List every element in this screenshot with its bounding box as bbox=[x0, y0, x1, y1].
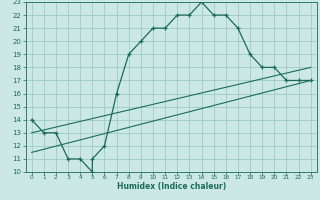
X-axis label: Humidex (Indice chaleur): Humidex (Indice chaleur) bbox=[116, 182, 226, 191]
